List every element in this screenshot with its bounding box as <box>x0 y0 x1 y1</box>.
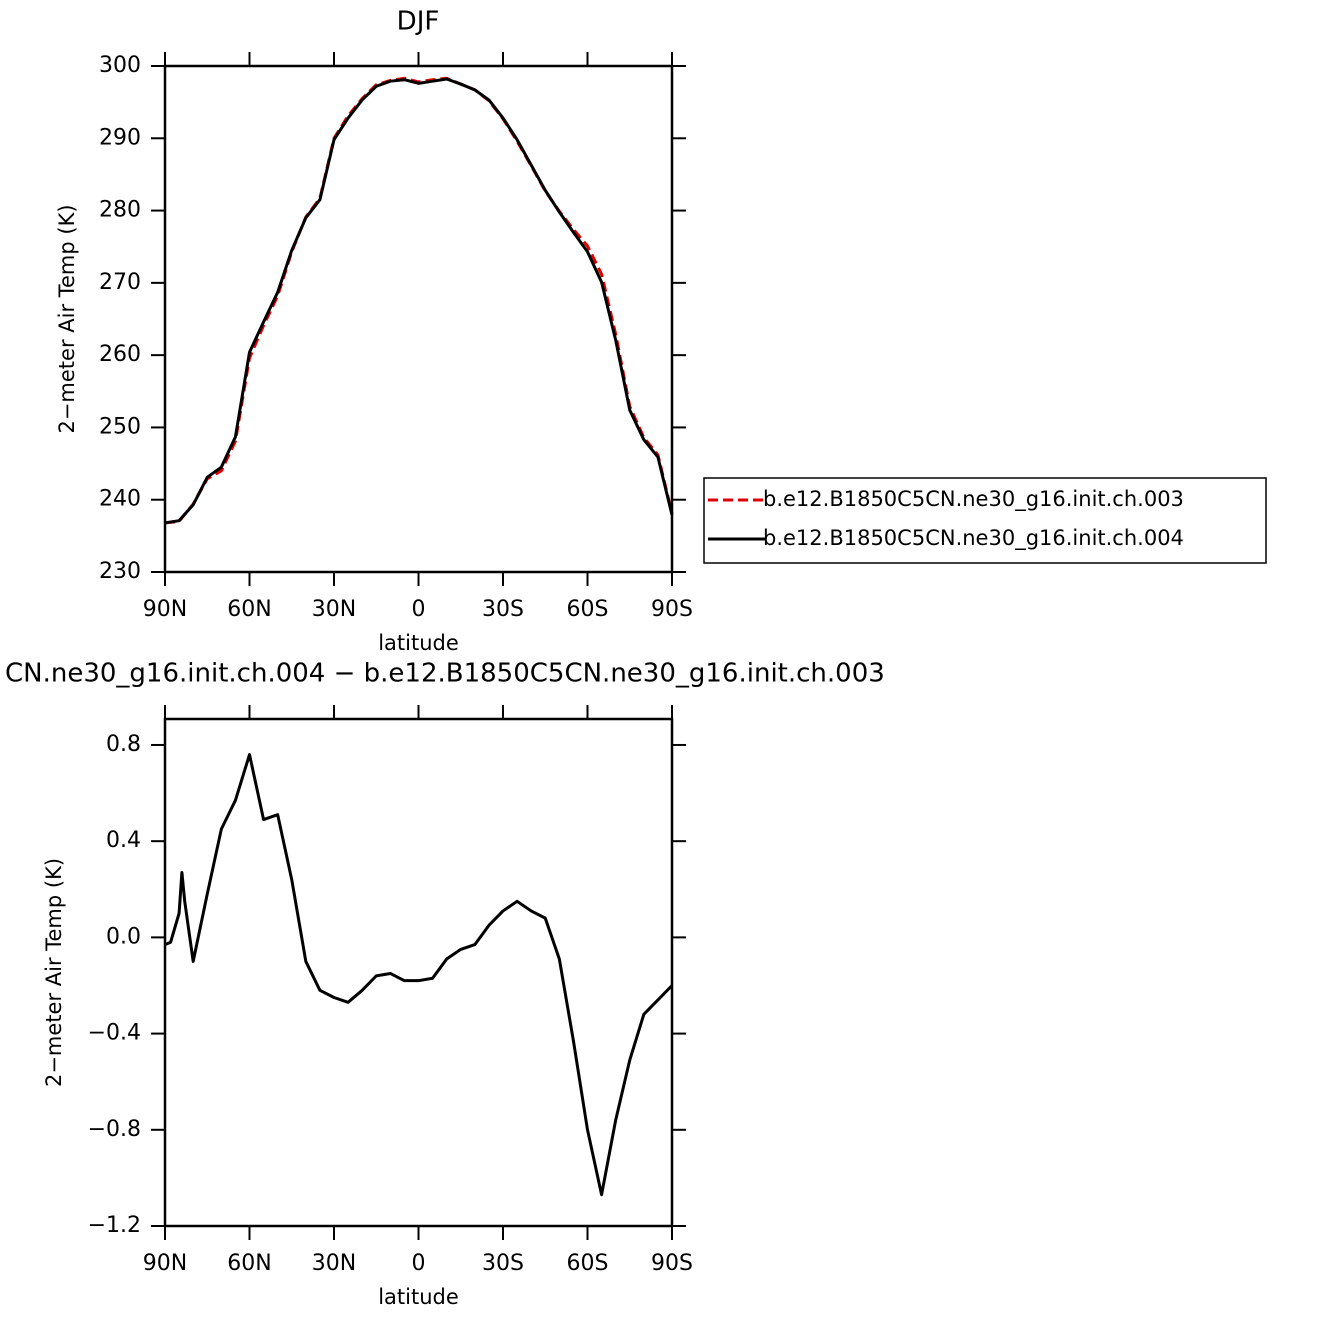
y-tick-label: 290 <box>99 125 141 150</box>
y-tick-label: 0.0 <box>106 924 141 949</box>
x-tick-label: 90N <box>143 1251 187 1276</box>
y-tick-label: 270 <box>99 270 141 295</box>
y-tick-label: 230 <box>99 559 141 584</box>
plot-frame <box>163 64 674 574</box>
legend-label: b.e12.B1850C5CN.ne30_g16.init.ch.004 <box>763 526 1184 551</box>
x-tick-label: 90N <box>143 597 187 622</box>
plot-frame <box>163 717 674 1228</box>
x-tick-label: 60N <box>227 1251 271 1276</box>
x-tick-label: 60N <box>227 597 271 622</box>
y-tick-label: 0.4 <box>106 828 141 853</box>
y-tick-label: 0.8 <box>106 732 141 757</box>
x-axis-label: latitude <box>378 1285 459 1309</box>
y-tick-label: 250 <box>99 414 141 439</box>
chart-title: DJF <box>397 7 440 37</box>
x-tick-label: 60S <box>567 597 609 622</box>
x-tick-label: 0 <box>412 597 426 622</box>
x-tick-label: 30S <box>482 597 524 622</box>
y-tick-label: −0.4 <box>88 1021 141 1046</box>
y-axis-label: 2−meter Air Temp (K) <box>42 858 66 1087</box>
x-axis-label: latitude <box>378 631 459 655</box>
y-tick-label: −1.2 <box>88 1213 141 1238</box>
x-tick-label: 30S <box>482 1251 524 1276</box>
x-tick-label: 30N <box>312 597 356 622</box>
legend-box <box>703 477 1267 564</box>
x-tick-label: 90S <box>651 1251 693 1276</box>
chart-title: CN.ne30_g16.init.ch.004 − b.e12.B1850C5C… <box>5 659 885 689</box>
y-axis-label: 2−meter Air Temp (K) <box>55 204 79 433</box>
x-tick-label: 30N <box>312 1251 356 1276</box>
y-tick-label: 260 <box>99 342 141 367</box>
x-tick-label: 60S <box>567 1251 609 1276</box>
x-tick-label: 90S <box>651 597 693 622</box>
y-tick-label: 300 <box>99 53 141 78</box>
y-tick-label: −0.8 <box>88 1117 141 1142</box>
y-tick-label: 280 <box>99 198 141 223</box>
legend-label: b.e12.B1850C5CN.ne30_g16.init.ch.003 <box>763 487 1184 512</box>
data-line <box>164 76 674 525</box>
data-line <box>164 753 674 1197</box>
data-line <box>164 77 674 525</box>
y-tick-label: 240 <box>99 487 141 512</box>
x-tick-label: 0 <box>412 1251 426 1276</box>
